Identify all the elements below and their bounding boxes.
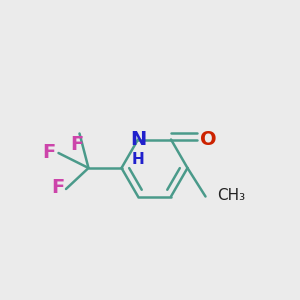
Text: N: N [130,130,146,149]
Text: F: F [70,135,83,154]
Text: CH₃: CH₃ [217,188,245,203]
Text: F: F [51,178,64,197]
Text: H: H [132,152,144,166]
Text: O: O [200,130,217,149]
Text: F: F [42,143,56,163]
